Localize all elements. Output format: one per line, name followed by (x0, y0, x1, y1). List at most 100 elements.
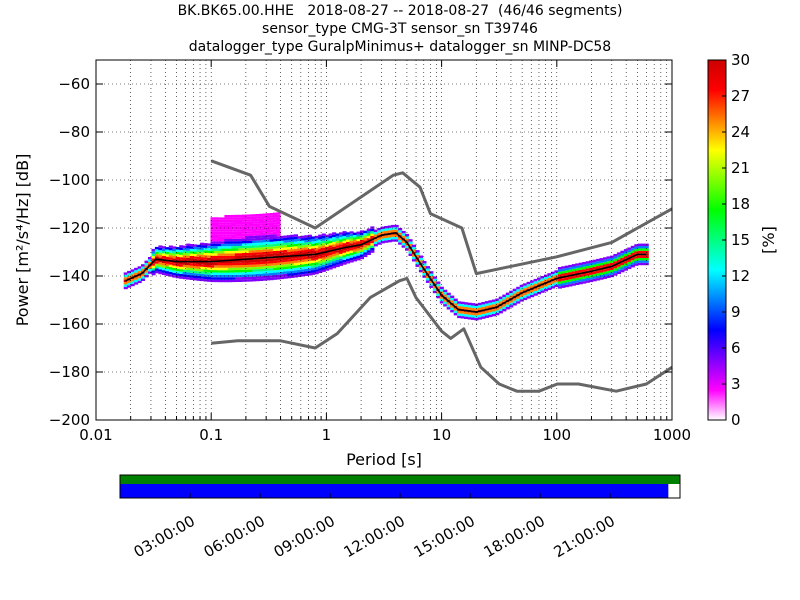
heatmap-cell (283, 264, 288, 267)
heatmap-cell (203, 271, 208, 275)
heatmap-cell (359, 244, 364, 248)
heatmap-cell (380, 229, 385, 232)
heatmap-cell (252, 245, 257, 248)
heatmap-cell (439, 289, 444, 292)
heatmap-cell (266, 213, 271, 216)
heatmap-cell (179, 266, 184, 270)
heatmap-cell (248, 214, 253, 217)
heatmap-cell (394, 227, 399, 230)
heatmap-cell (321, 247, 326, 251)
heatmap-cell (293, 243, 298, 247)
heatmap-cell (217, 277, 222, 280)
heatmap-cell (321, 250, 326, 253)
heatmap-cell (245, 267, 250, 270)
heatmap-cell (547, 278, 552, 281)
heatmap-cell (606, 263, 611, 266)
heatmap-cell (276, 257, 281, 261)
heatmap-cell (498, 296, 503, 299)
heatmap-cell (227, 246, 232, 249)
heatmap-cell (214, 279, 219, 283)
heatmap-cell (293, 272, 298, 276)
heatmap-cell (512, 291, 517, 294)
heatmap-cell (217, 248, 222, 251)
heatmap-cell (318, 270, 323, 273)
heatmap-cell (196, 244, 201, 248)
heatmap-cell (293, 251, 298, 254)
heatmap-cell (210, 265, 215, 268)
heatmap-cell (214, 234, 219, 237)
heatmap-cell (266, 249, 271, 252)
heatmap-cell (123, 272, 128, 275)
heatmap-cell (273, 236, 278, 239)
heatmap-cell (377, 242, 382, 245)
heatmap-cell (200, 247, 205, 250)
heatmap-cell (300, 269, 305, 272)
heatmap-cell (210, 272, 215, 275)
heatmap-cell (484, 313, 489, 316)
heatmap-cell (179, 271, 184, 274)
heatmap-cell (220, 277, 225, 280)
heatmap-cell (186, 255, 191, 258)
heatmap-cell (307, 244, 312, 247)
heatmap-cell (467, 312, 472, 315)
heatmap-cell (328, 255, 333, 258)
heatmap-cell (241, 236, 246, 239)
heatmap-cell (321, 238, 326, 241)
heatmap-cell (325, 265, 330, 269)
heatmap-cell (158, 259, 163, 263)
heatmap-cell (276, 236, 281, 239)
heatmap-cell (509, 302, 514, 306)
heatmap-cell (227, 229, 232, 232)
heatmap-cell (557, 279, 562, 282)
heatmap-cell (637, 262, 642, 266)
heatmap-cell (234, 243, 239, 246)
heatmap-cell (234, 265, 239, 268)
heatmap-cell (335, 235, 340, 239)
heatmap-cell (241, 279, 246, 282)
y-tick-label: −160 (49, 315, 90, 333)
heatmap-cell (179, 269, 184, 272)
heatmap-cell (280, 259, 285, 263)
heatmap-cell (311, 262, 316, 266)
heatmap-cell (373, 241, 378, 244)
heatmap-cell (280, 267, 285, 270)
heatmap-cell (200, 254, 205, 258)
heatmap-cell (255, 269, 260, 272)
y-axis-label: Power [m²/s⁴/Hz] [dB] (13, 154, 32, 327)
heatmap-cell (165, 271, 170, 274)
heatmap-cell (280, 257, 285, 260)
heatmap-cell (450, 295, 455, 298)
heatmap-cell (391, 227, 396, 230)
heatmap-cell (224, 260, 229, 263)
heatmap-cell (578, 277, 583, 280)
heatmap-cell (491, 301, 496, 305)
data-coverage-bar (120, 475, 680, 484)
heatmap-cell (262, 261, 267, 264)
heatmap-cell (245, 243, 250, 246)
heatmap-cell (488, 309, 493, 313)
heatmap-cell (297, 269, 302, 273)
heatmap-cell (158, 267, 163, 270)
heatmap-cell (252, 262, 257, 265)
heatmap-cell (318, 265, 323, 269)
heatmap-cell (186, 265, 191, 268)
heatmap-cell (599, 270, 604, 273)
heatmap-cell (571, 276, 576, 279)
heatmap-cell (280, 247, 285, 251)
heatmap-cell (224, 279, 229, 283)
heatmap-cell (217, 251, 222, 254)
heatmap-cell (509, 300, 514, 303)
heatmap-cell (634, 261, 639, 264)
heatmap-cell (300, 259, 305, 263)
timeline-tick-label: 21:00:00 (551, 512, 618, 561)
heatmap-cell (290, 268, 295, 271)
heatmap-cell (266, 227, 271, 230)
heatmap-cell (252, 247, 257, 251)
heatmap-cell (189, 272, 194, 276)
colorbar-tick-label: 21 (731, 159, 750, 177)
heatmap-cell (342, 231, 347, 234)
heatmap-cell (425, 275, 430, 279)
heatmap-cell (262, 213, 267, 216)
heatmap-cell (200, 276, 205, 279)
heatmap-cell (231, 267, 236, 271)
